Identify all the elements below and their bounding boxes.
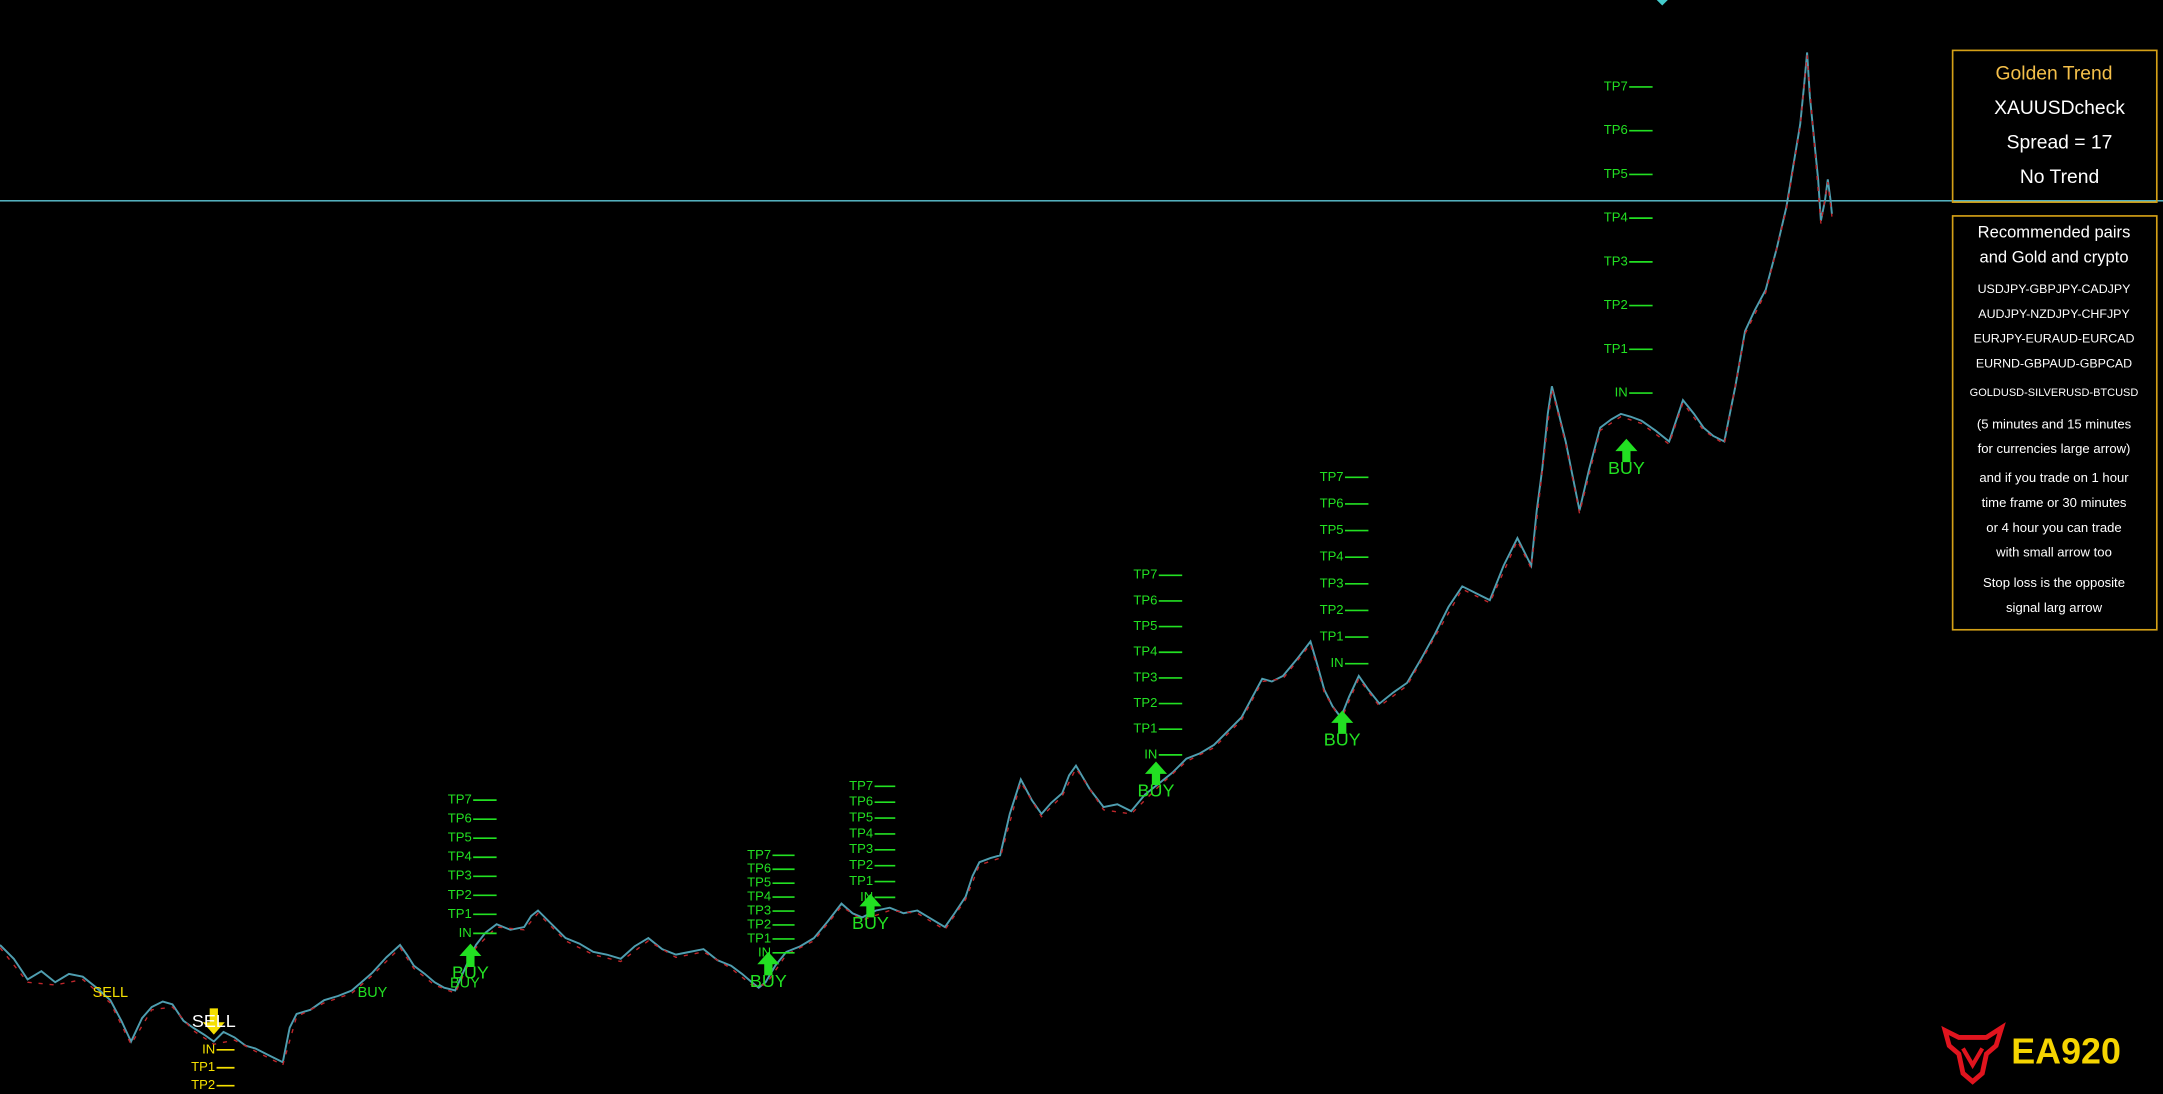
panel-spread: Spread = 17 xyxy=(2007,133,2113,154)
small-signal-label: BUY xyxy=(358,985,388,1001)
level-label: TP7 xyxy=(747,847,771,862)
level-label: TP3 xyxy=(849,841,873,856)
note: Stop loss is the opposite xyxy=(1983,575,2125,590)
level-label: TP5 xyxy=(849,810,873,825)
panel-title: Golden Trend xyxy=(1996,64,2113,85)
level-label: TP3 xyxy=(1320,575,1344,590)
level-label: TP6 xyxy=(849,794,873,809)
pair-list: EURND-GBPAUD-GBPCAD xyxy=(1976,357,2132,371)
level-label: TP4 xyxy=(1133,644,1157,659)
recommend-panel xyxy=(1951,215,2158,631)
level-label: TP1 xyxy=(1604,341,1628,356)
level-label: TP3 xyxy=(448,868,472,883)
note: with small arrow too xyxy=(1995,545,2112,560)
level-label: TP6 xyxy=(1320,495,1344,510)
signal-label: BUY xyxy=(1608,458,1645,478)
note: for currencies large arrow) xyxy=(1978,441,2131,456)
level-label: IN xyxy=(1144,746,1157,761)
level-label: TP2 xyxy=(1133,695,1157,710)
level-label: TP2 xyxy=(448,887,472,902)
signal-label: SELL xyxy=(192,1011,236,1031)
signal-label: BUY xyxy=(750,971,787,991)
level-label: IN xyxy=(1615,385,1628,400)
level-label: TP4 xyxy=(849,825,873,840)
sell-arrow xyxy=(202,1008,225,1035)
level-label: TP5 xyxy=(747,875,771,890)
level-label: TP2 xyxy=(849,857,873,872)
pair-list: EURJPY-EURAUD-EURCAD xyxy=(1974,332,2135,346)
note: or 4 hour you can trade xyxy=(1986,520,2121,535)
signal-label: BUY xyxy=(852,913,889,933)
signal-label: BUY xyxy=(1138,781,1175,801)
level-label: TP7 xyxy=(849,778,873,793)
pair-list: AUDJPY-NZDJPY-CHFJPY xyxy=(1978,307,2129,321)
level-label: TP1 xyxy=(448,906,472,921)
level-label: TP1 xyxy=(1320,629,1344,644)
level-label: TP4 xyxy=(747,889,771,904)
level-label: TP7 xyxy=(1604,78,1628,93)
level-label: IN xyxy=(202,1041,215,1056)
pair-list: USDJPY-GBPJPY-CADJPY xyxy=(1978,282,2131,296)
level-label: TP7 xyxy=(1320,469,1344,484)
price-series-down xyxy=(0,55,1833,1066)
note: (5 minutes and 15 minutes xyxy=(1977,416,2132,431)
level-label: TP2 xyxy=(747,916,771,931)
note: time frame or 30 minutes xyxy=(1982,495,2127,510)
info-panel xyxy=(1951,49,2158,203)
buy-arrow xyxy=(1331,710,1354,734)
marker xyxy=(1656,0,1668,6)
note: and if you trade on 1 hour xyxy=(1979,470,2129,485)
signal-label: BUY xyxy=(1324,730,1361,750)
logo-text: EA920 xyxy=(2011,1031,2121,1071)
level-label: TP6 xyxy=(1133,592,1157,607)
small-signal-label: BUY xyxy=(450,975,480,991)
level-label: TP4 xyxy=(448,849,472,864)
level-label: TP2 xyxy=(191,1077,215,1092)
level-label: TP3 xyxy=(1604,253,1628,268)
level-label: TP6 xyxy=(747,861,771,876)
level-label: TP2 xyxy=(1604,297,1628,312)
signal-label: BUY xyxy=(452,963,489,983)
level-label: TP1 xyxy=(1133,721,1157,736)
panel-symbol: XAUUSDcheck xyxy=(1994,98,2125,119)
level-label: TP4 xyxy=(1604,210,1628,225)
level-label: TP7 xyxy=(1133,567,1157,582)
level-label: TP2 xyxy=(1320,602,1344,617)
note: signal larg arrow xyxy=(2006,600,2103,615)
level-label: IN xyxy=(1331,655,1344,670)
level-label: TP5 xyxy=(1320,522,1344,537)
level-label: TP5 xyxy=(1604,166,1628,181)
level-label: TP5 xyxy=(1133,618,1157,633)
buy-arrow xyxy=(757,951,780,976)
level-label: IN xyxy=(459,925,472,940)
buy-arrow xyxy=(459,943,482,968)
level-label: TP6 xyxy=(1604,122,1628,137)
level-label: TP6 xyxy=(448,811,472,826)
buy-arrow xyxy=(1144,761,1168,785)
level-label: TP1 xyxy=(191,1059,215,1074)
panel-trend: No Trend xyxy=(2020,167,2099,188)
logo-icon-detail xyxy=(1961,1047,1985,1070)
level-label: TP3 xyxy=(1133,669,1157,684)
logo: EA920 xyxy=(1941,1022,2121,1085)
logo-icon xyxy=(1941,1022,2006,1085)
small-signal-label: SELL xyxy=(93,985,128,1001)
level-label: TP7 xyxy=(448,792,472,807)
level-label: TP1 xyxy=(849,873,873,888)
level-label: TP4 xyxy=(1320,549,1344,564)
panel-heading: and Gold and crypto xyxy=(1980,247,2129,266)
level-label: TP3 xyxy=(747,902,771,917)
level-label: TP5 xyxy=(448,830,472,845)
level-label: TP1 xyxy=(747,930,771,945)
price-series xyxy=(0,52,1833,1064)
buy-arrow xyxy=(1615,438,1638,463)
pair-list: GOLDUSD-SILVERUSD-BTCUSD xyxy=(1970,387,2139,399)
panel-heading: Recommended pairs xyxy=(1978,223,2131,242)
buy-arrow xyxy=(859,893,882,918)
